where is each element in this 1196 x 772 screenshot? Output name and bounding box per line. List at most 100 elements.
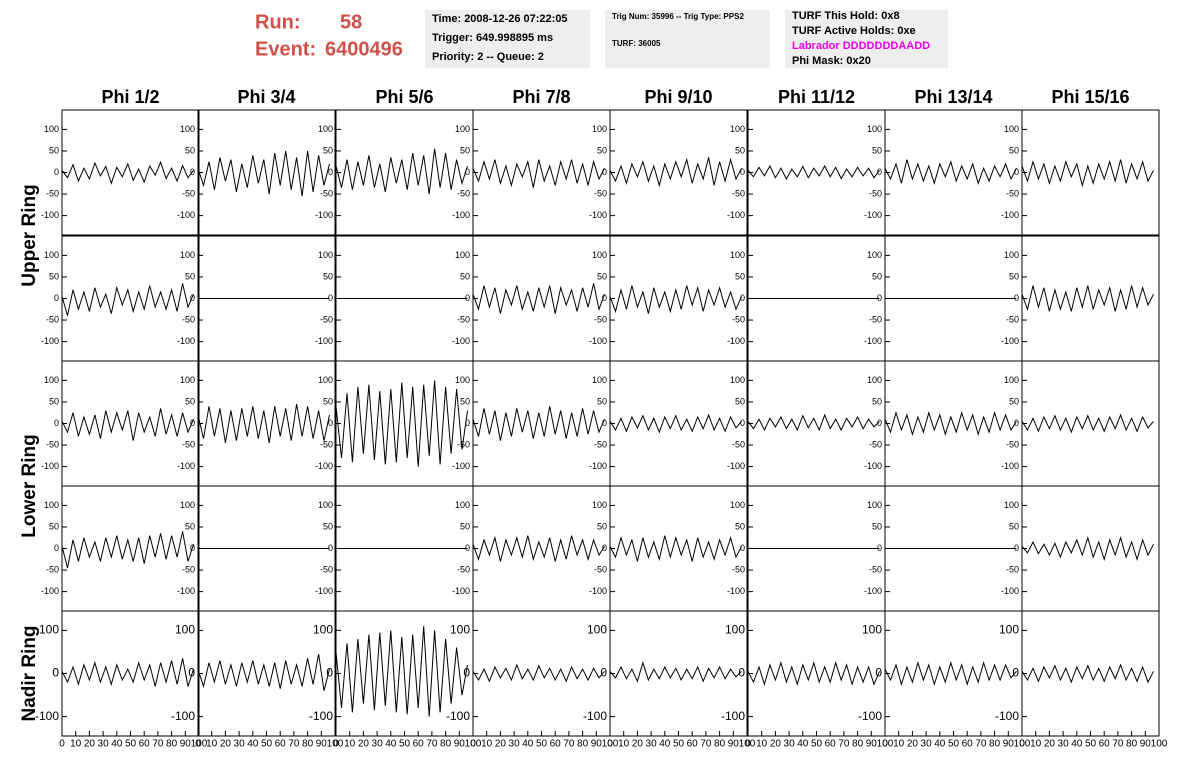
y-tick-label: 0 (1014, 543, 1019, 553)
y-tick-label: 50 (1009, 145, 1019, 155)
x-tick-label: 80 (440, 739, 452, 750)
y-tick-label: -50 (732, 564, 745, 574)
y-tick-label: -100 (446, 709, 470, 723)
y-tick-label: 100 (450, 623, 470, 637)
y-tick-label: 100 (1004, 375, 1019, 385)
y-tick-label: 100 (730, 500, 745, 510)
waveform (609, 535, 742, 562)
x-tick-label: 60 (825, 739, 837, 750)
y-tick-label: -100 (727, 461, 745, 471)
y-tick-label: 0 (465, 543, 470, 553)
x-tick-label: 50 (811, 739, 823, 750)
x-tick-label: 20 (84, 739, 96, 750)
waveform (335, 380, 468, 467)
y-tick-label: 0 (602, 293, 607, 303)
y-tick-label: 50 (1009, 521, 1019, 531)
y-tick-label: -100 (727, 336, 745, 346)
y-tick-label: 0 (600, 666, 607, 680)
x-tick-label: 80 (852, 739, 864, 750)
waveform (472, 535, 605, 562)
info-box (785, 10, 948, 68)
y-tick-label: 100 (455, 250, 470, 260)
y-tick-label: -50 (457, 564, 470, 574)
y-tick-label: 50 (597, 271, 607, 281)
y-tick-label: 100 (455, 124, 470, 134)
x-tick-label: 0 (607, 739, 613, 750)
y-tick-label: 100 (180, 124, 195, 134)
waveform (472, 283, 605, 314)
y-tick-label: 0 (875, 666, 882, 680)
x-tick-label: 60 (139, 739, 151, 750)
y-tick-label: 0 (740, 293, 745, 303)
x-tick-label: 100 (1014, 739, 1031, 750)
x-tick-label: 90 (454, 739, 466, 750)
x-tick-label: 30 (372, 739, 384, 750)
x-tick-label: 70 (288, 739, 300, 750)
y-tick-label: -100 (177, 461, 195, 471)
x-tick-label: 70 (152, 739, 164, 750)
y-tick-label: 50 (49, 271, 59, 281)
waveform (1021, 285, 1154, 312)
x-tick-label: 20 (495, 739, 507, 750)
y-tick-label: -100 (858, 709, 882, 723)
y-tick-label: -100 (589, 586, 607, 596)
waveform (472, 406, 605, 441)
y-tick-label: 50 (735, 271, 745, 281)
y-tick-label: 50 (323, 396, 333, 406)
panel-frame (1021, 109, 1160, 236)
info-text: TURF Active Holds: 0xe (792, 25, 916, 37)
column-title: Phi 11/12 (778, 87, 855, 107)
waveform (61, 408, 194, 441)
y-tick-label: 100 (175, 623, 195, 637)
y-tick-label: 0 (52, 666, 59, 680)
y-tick-label: 50 (872, 396, 882, 406)
y-tick-label: 100 (44, 250, 59, 260)
column-title: Phi 7/8 (512, 87, 570, 107)
y-tick-label: 0 (465, 167, 470, 177)
x-tick-label: 50 (261, 739, 273, 750)
y-tick-label: -100 (864, 461, 882, 471)
y-tick-label: -100 (452, 461, 470, 471)
x-tick-label: 10 (618, 739, 630, 750)
x-tick-label: 60 (1099, 739, 1111, 750)
waveform (197, 654, 330, 691)
x-tick-label: 90 (866, 739, 878, 750)
column-title: Phi 5/6 (375, 87, 433, 107)
y-tick-label: -100 (315, 210, 333, 220)
y-tick-label: 100 (44, 124, 59, 134)
y-tick-label: -100 (589, 461, 607, 471)
y-tick-label: 100 (592, 375, 607, 385)
y-tick-label: 50 (185, 396, 195, 406)
x-tick-label: 90 (1140, 739, 1152, 750)
y-tick-label: -100 (309, 709, 333, 723)
y-tick-label: 100 (725, 623, 745, 637)
y-tick-label: -50 (594, 564, 607, 574)
waveform (884, 159, 1017, 186)
waveform (609, 660, 742, 683)
x-tick-label: 0 (1019, 739, 1025, 750)
column-title: Phi 9/10 (644, 87, 712, 107)
x-tick-label: 40 (247, 739, 259, 750)
y-tick-label: 50 (735, 396, 745, 406)
x-tick-label: 60 (550, 739, 562, 750)
waveform (747, 164, 880, 181)
x-tick-label: 70 (1112, 739, 1124, 750)
y-tick-label: -50 (457, 439, 470, 449)
row-title: Nadir Ring (19, 625, 40, 721)
column-title: Phi 1/2 (101, 87, 159, 107)
y-tick-label: 50 (185, 521, 195, 531)
x-tick-label: 0 (333, 739, 339, 750)
x-tick-label: 70 (838, 739, 850, 750)
y-tick-label: 100 (1004, 250, 1019, 260)
y-tick-label: 100 (455, 500, 470, 510)
y-tick-label: 50 (597, 145, 607, 155)
y-tick-label: 50 (49, 145, 59, 155)
column-title: Phi 3/4 (237, 87, 295, 107)
waveform (335, 148, 468, 195)
y-tick-label: -100 (583, 709, 607, 723)
x-tick-label: 0 (59, 739, 65, 750)
waveform (1021, 159, 1154, 188)
x-tick-label: 20 (358, 739, 370, 750)
y-tick-label: -50 (320, 314, 333, 324)
